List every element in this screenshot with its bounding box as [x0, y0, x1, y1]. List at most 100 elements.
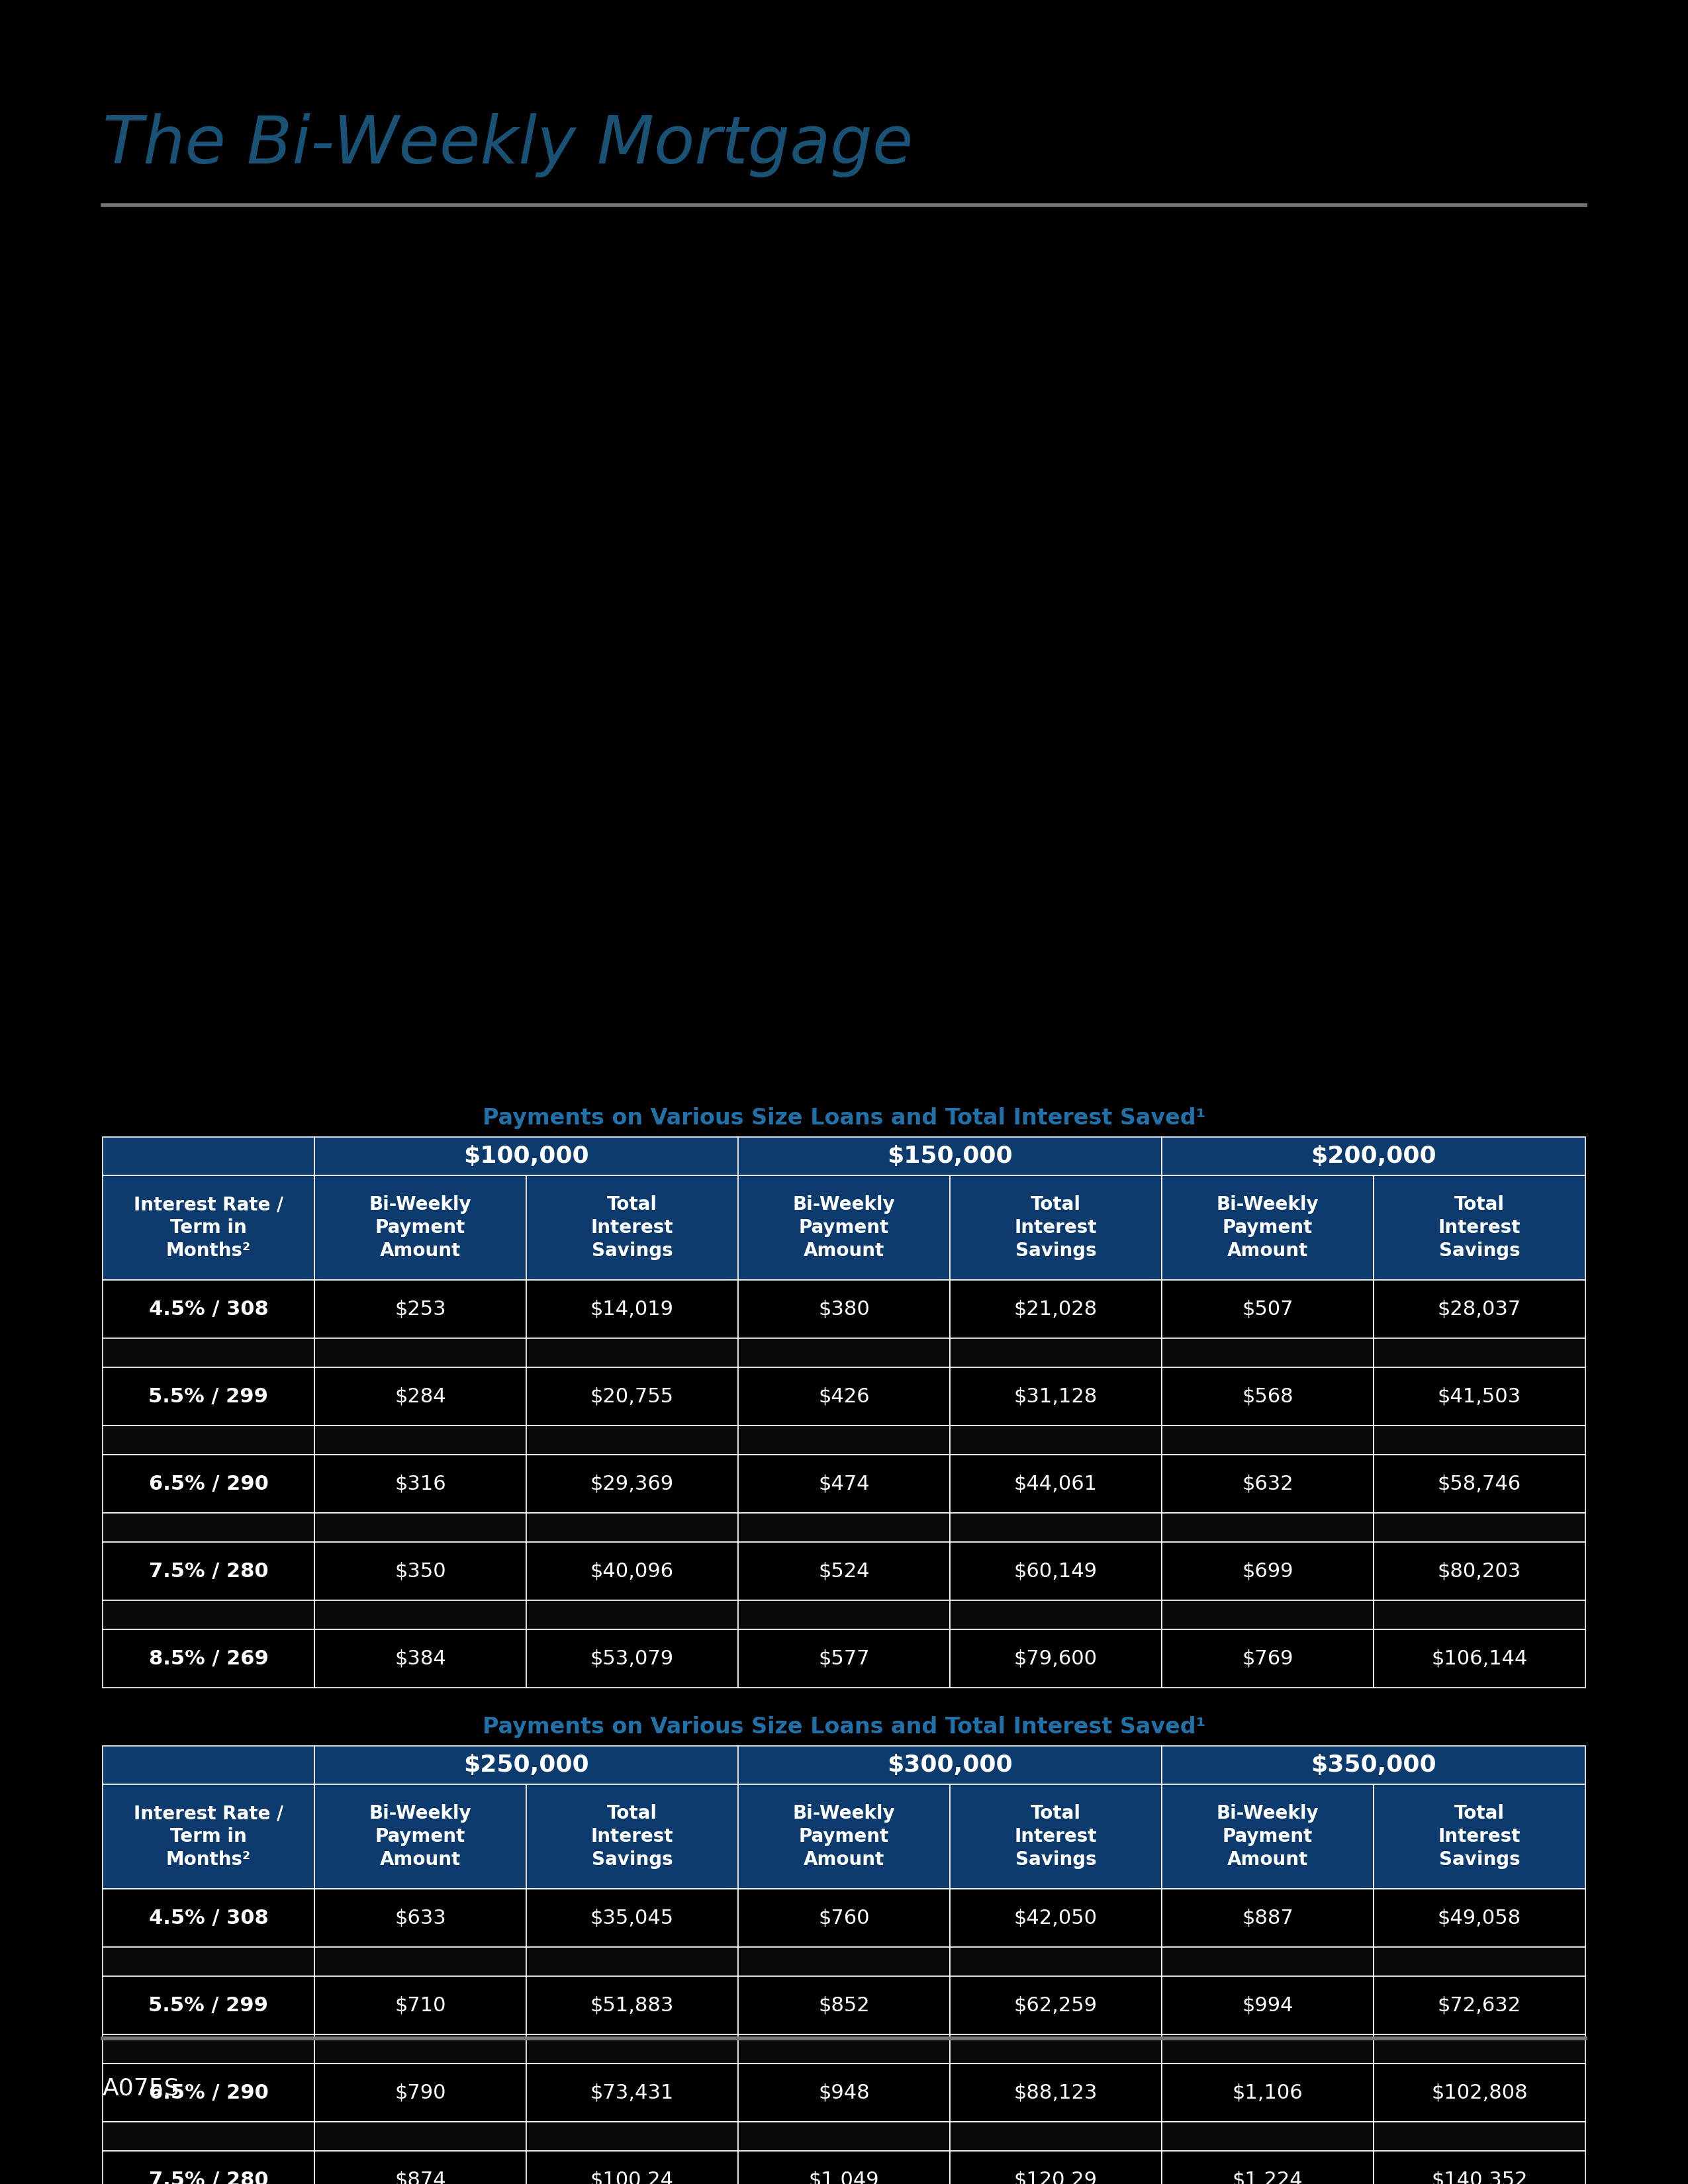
Text: $994: $994 [1242, 1996, 1293, 2016]
Bar [950, 1426, 1161, 1455]
Bar [314, 1175, 527, 1280]
Bar [950, 1514, 1161, 1542]
Text: $41,503: $41,503 [1438, 1387, 1521, 1406]
Text: 6.5% / 290: 6.5% / 290 [149, 1474, 268, 1494]
Bar [103, 2035, 314, 2064]
Bar [1374, 1889, 1585, 1948]
Bar [527, 1455, 738, 1514]
Bar [1161, 1784, 1374, 1889]
Text: $790: $790 [395, 2084, 446, 2103]
Bar [1374, 2064, 1585, 2123]
Bar [738, 1455, 950, 1514]
Text: $699: $699 [1242, 1562, 1293, 1581]
Text: $507: $507 [1242, 1299, 1293, 1319]
Bar [1161, 1280, 1374, 1339]
Text: A075S: A075S [103, 2077, 181, 2099]
Bar [314, 1977, 527, 2035]
Text: $633: $633 [395, 1909, 446, 1928]
Text: $769: $769 [1242, 1649, 1293, 1669]
Bar [738, 1514, 950, 1542]
Bar [950, 1455, 1161, 1514]
Bar [527, 1948, 738, 1977]
Bar [1374, 1601, 1585, 1629]
Bar [314, 2151, 527, 2184]
Text: $28,037: $28,037 [1438, 1299, 1521, 1319]
Bar [527, 2123, 738, 2151]
Text: $14,019: $14,019 [591, 1299, 674, 1319]
Bar [103, 1745, 314, 1784]
Bar [527, 2035, 738, 2064]
Text: 5.5% / 299: 5.5% / 299 [149, 1387, 268, 1406]
Bar [527, 1629, 738, 1688]
Bar [314, 1889, 527, 1948]
Text: Bi-Weekly
Payment
Amount: Bi-Weekly Payment Amount [1217, 1804, 1318, 1870]
Text: $88,123: $88,123 [1014, 2084, 1097, 2103]
Bar [314, 1514, 527, 1542]
Text: $350,000: $350,000 [1312, 1754, 1436, 1776]
Bar [527, 1784, 738, 1889]
Text: $1,106: $1,106 [1232, 2084, 1303, 2103]
Text: $20,755: $20,755 [591, 1387, 674, 1406]
Text: $350: $350 [395, 1562, 446, 1581]
Bar [1161, 1745, 1585, 1784]
Text: $21,028: $21,028 [1014, 1299, 1097, 1319]
Bar [950, 1977, 1161, 2035]
Text: Total
Interest
Savings: Total Interest Savings [591, 1804, 674, 1870]
Text: 5.5% / 299: 5.5% / 299 [149, 1996, 268, 2016]
Bar [1374, 1514, 1585, 1542]
Bar [738, 2035, 950, 2064]
Bar [314, 1339, 527, 1367]
Bar [1161, 1601, 1374, 1629]
Bar [738, 1977, 950, 2035]
Text: $150,000: $150,000 [888, 1144, 1013, 1168]
Text: 4.5% / 308: 4.5% / 308 [149, 1299, 268, 1319]
Text: $1,049: $1,049 [809, 2171, 879, 2184]
Bar [738, 1426, 950, 1455]
Text: $384: $384 [395, 1649, 446, 1669]
Bar [103, 1280, 314, 1339]
Bar [103, 1339, 314, 1367]
Text: $35,045: $35,045 [591, 1909, 674, 1928]
Text: $948: $948 [819, 2084, 869, 2103]
Text: $474: $474 [819, 1474, 869, 1494]
Bar [1374, 1455, 1585, 1514]
Text: $568: $568 [1242, 1387, 1293, 1406]
Text: $887: $887 [1242, 1909, 1293, 1928]
Bar [950, 1542, 1161, 1601]
Bar [738, 2151, 950, 2184]
Text: $760: $760 [819, 1909, 869, 1928]
Bar [738, 1280, 950, 1339]
Bar [527, 1367, 738, 1426]
Text: $49,058: $49,058 [1438, 1909, 1521, 1928]
Bar [314, 1367, 527, 1426]
Text: $106,144: $106,144 [1431, 1649, 1528, 1669]
Text: Total
Interest
Savings: Total Interest Savings [1014, 1195, 1097, 1260]
Bar [1161, 1889, 1374, 1948]
Bar [950, 1280, 1161, 1339]
Text: 7.5% / 280: 7.5% / 280 [149, 2171, 268, 2184]
Bar [103, 2064, 314, 2123]
Text: The Bi-Weekly Mortgage: The Bi-Weekly Mortgage [103, 114, 913, 177]
Text: $577: $577 [819, 1649, 869, 1669]
Bar [103, 1889, 314, 1948]
Bar [950, 1948, 1161, 1977]
Text: Payments on Various Size Loans and Total Interest Saved¹: Payments on Various Size Loans and Total… [483, 1107, 1205, 1129]
Text: $632: $632 [1242, 1474, 1293, 1494]
Bar [1161, 1977, 1374, 2035]
Bar [738, 1339, 950, 1367]
Text: $874: $874 [395, 2171, 446, 2184]
Text: $316: $316 [395, 1474, 446, 1494]
Bar [738, 1784, 950, 1889]
Bar [527, 1542, 738, 1601]
Bar [738, 1889, 950, 1948]
Text: Total
Interest
Savings: Total Interest Savings [1438, 1195, 1521, 1260]
Bar [314, 1784, 527, 1889]
Bar [738, 2123, 950, 2151]
Text: Interest Rate /
Term in
Months²: Interest Rate / Term in Months² [133, 1195, 284, 1260]
Text: $100,000: $100,000 [464, 1144, 589, 1168]
Bar [314, 1745, 738, 1784]
Bar [1374, 1280, 1585, 1339]
Text: $40,096: $40,096 [591, 1562, 674, 1581]
Bar [1161, 2064, 1374, 2123]
Bar [314, 1629, 527, 1688]
